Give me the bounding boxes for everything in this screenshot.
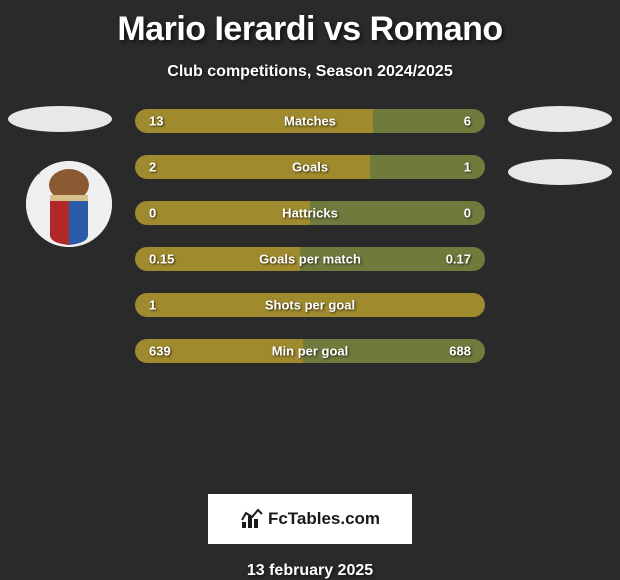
page-title: Mario Ierardi vs Romano bbox=[117, 10, 502, 49]
stat-right-value: 688 bbox=[449, 344, 471, 359]
stat-bar: 639 688 Min per goal bbox=[135, 339, 485, 363]
stat-left-value: 13 bbox=[149, 114, 163, 129]
comparison-area: 13 6 Matches 2 1 Goals 0 0 Hattricks 0.15 0.17 Goal… bbox=[0, 81, 620, 494]
stat-label: Hattricks bbox=[282, 206, 338, 221]
stat-label: Min per goal bbox=[272, 344, 349, 359]
stat-left-value: 0 bbox=[149, 206, 156, 221]
player-right-logo-2 bbox=[508, 159, 612, 185]
brand-box[interactable]: FcTables.com bbox=[208, 494, 412, 544]
bar-left-fill bbox=[135, 109, 373, 133]
stat-bar: 0.15 0.17 Goals per match bbox=[135, 247, 485, 271]
stat-label: Goals per match bbox=[259, 252, 361, 267]
shield-icon bbox=[26, 161, 112, 247]
player-right-logo-1 bbox=[508, 106, 612, 132]
stat-label: Matches bbox=[284, 114, 336, 129]
stat-left-value: 1 bbox=[149, 298, 156, 313]
brand-text: FcTables.com bbox=[268, 509, 380, 529]
club-badge-catania bbox=[26, 161, 112, 247]
stat-right-value: 0 bbox=[464, 206, 471, 221]
stat-bar: 0 0 Hattricks bbox=[135, 201, 485, 225]
stat-bar: 13 6 Matches bbox=[135, 109, 485, 133]
stat-label: Shots per goal bbox=[265, 298, 355, 313]
stat-bar: 1 Shots per goal bbox=[135, 293, 485, 317]
stat-left-value: 0.15 bbox=[149, 252, 174, 267]
player-left-logo-1 bbox=[8, 106, 112, 132]
stat-right-value: 0.17 bbox=[446, 252, 471, 267]
stat-right-value: 6 bbox=[464, 114, 471, 129]
subtitle: Club competitions, Season 2024/2025 bbox=[167, 63, 452, 81]
chart-icon bbox=[240, 508, 264, 530]
date-text: 13 february 2025 bbox=[247, 562, 373, 580]
stat-bars: 13 6 Matches 2 1 Goals 0 0 Hattricks 0.15 0.17 Goal… bbox=[135, 109, 485, 363]
stat-right-value: 1 bbox=[464, 160, 471, 175]
stat-left-value: 639 bbox=[149, 344, 171, 359]
stat-bar: 2 1 Goals bbox=[135, 155, 485, 179]
bar-left-fill bbox=[135, 155, 370, 179]
stat-left-value: 2 bbox=[149, 160, 156, 175]
stat-label: Goals bbox=[292, 160, 328, 175]
